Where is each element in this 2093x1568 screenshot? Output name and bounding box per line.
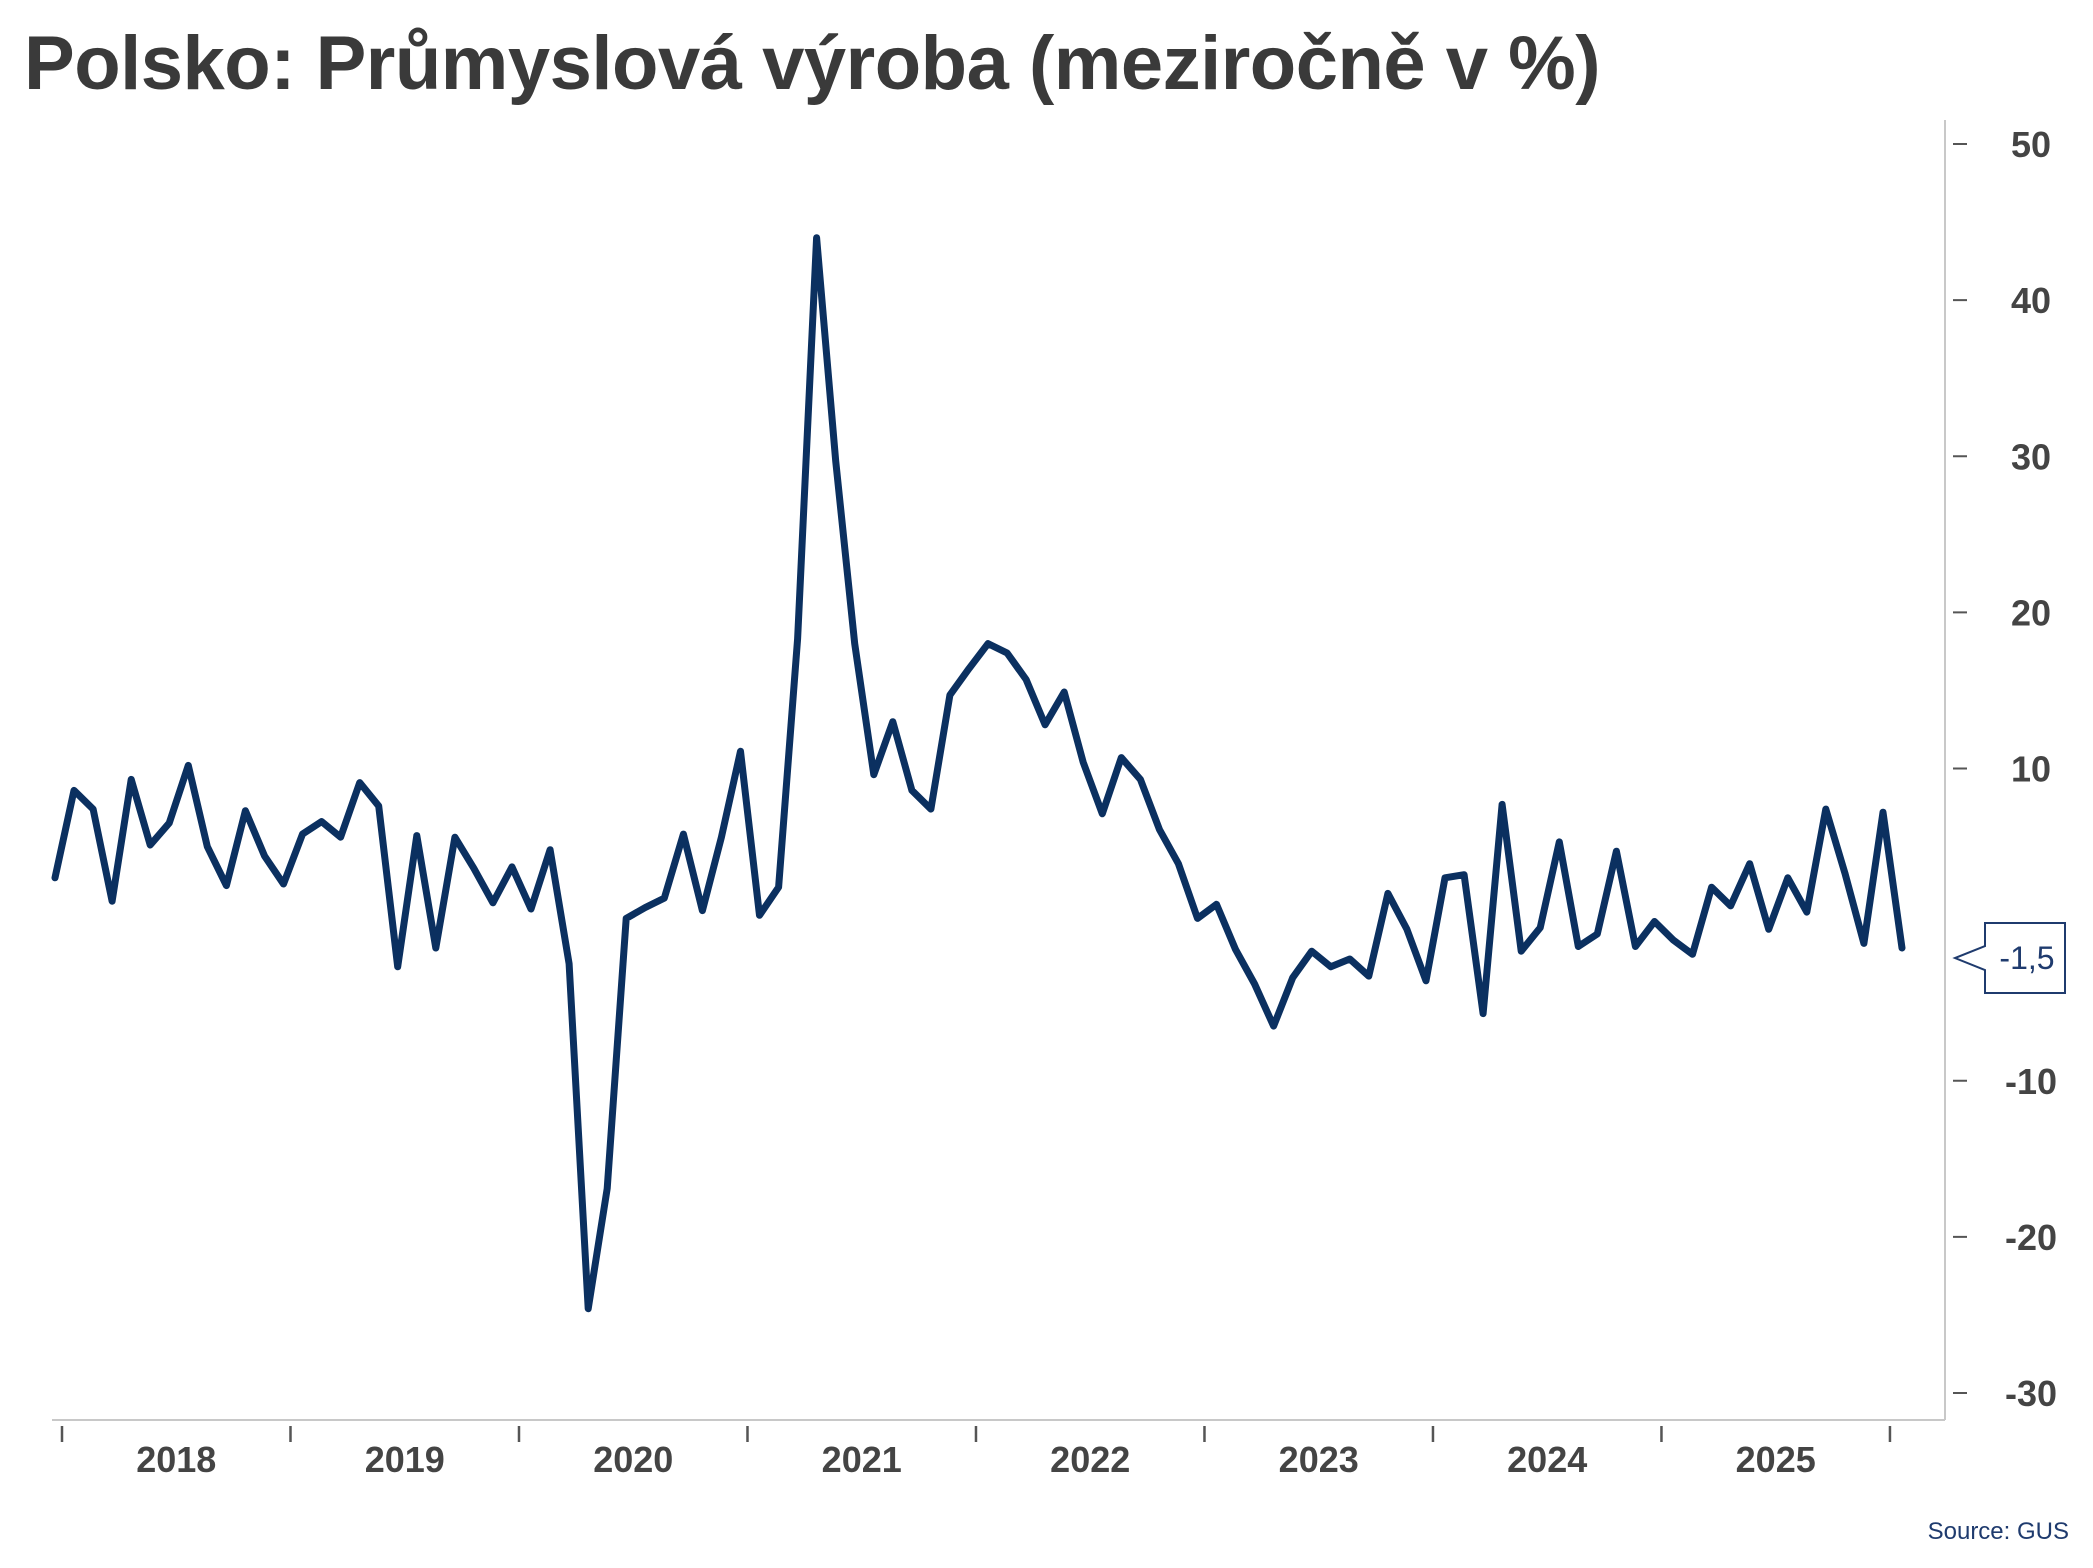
x-tick-label: 2024 [1507, 1439, 1587, 1480]
y-axis: 50 40 30 20 10 -10 -20 -30 [1944, 120, 2057, 1420]
x-tick-label: 2019 [365, 1439, 445, 1480]
callout-box [1952, 922, 2066, 995]
y-tick-label: 40 [2011, 280, 2051, 321]
y-tick-label: 10 [2011, 749, 2051, 790]
y-tick-label: 30 [2011, 436, 2051, 477]
y-tick-label: 50 [2011, 124, 2051, 165]
x-tick-label: 2018 [136, 1439, 216, 1480]
series-line [51, 234, 1906, 1313]
y-tick-label: -20 [2005, 1217, 2057, 1258]
last-value-callout: -1,5 [1952, 922, 2066, 995]
y-tick-label: 20 [2011, 592, 2051, 633]
last-value-label: -1,5 [1999, 940, 2054, 976]
x-tick-label: 2020 [593, 1439, 673, 1480]
x-tick-label: 2025 [1736, 1439, 1816, 1480]
x-axis: 2018 2019 2020 2021 2022 2023 2024 2025 [52, 1419, 1945, 1480]
plot-area [51, 234, 1906, 1313]
source-note: Source: GUS [1927, 1518, 2069, 1545]
chart-title: Polsko: Průmyslová výroba (meziročně v %… [24, 21, 1601, 106]
x-tick-label: 2023 [1279, 1439, 1359, 1480]
y-tick-label: -10 [2005, 1061, 2057, 1102]
x-tick-label: 2022 [1050, 1439, 1130, 1480]
y-tick-label: -30 [2005, 1373, 2057, 1414]
x-tick-label: 2021 [822, 1439, 902, 1480]
